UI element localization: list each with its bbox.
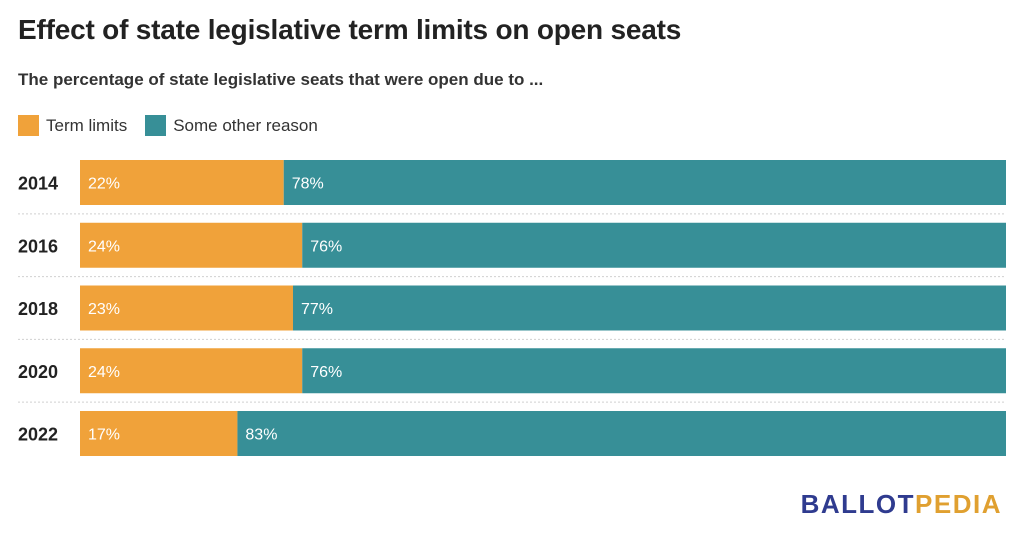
category-label-2018: 2018 [18, 299, 58, 319]
data-label-other-reason-2016: 76% [310, 238, 342, 255]
data-label-term-limits-2022: 17% [88, 427, 120, 444]
bar-other-reason-2014 [283, 160, 1007, 205]
bar-term-limits-2020 [80, 348, 303, 394]
ballotpedia-logo: BALLOTPEDIA [801, 489, 1002, 520]
legend-label-term-limits: Term limits [46, 115, 128, 135]
bar-term-limits-2014 [80, 160, 284, 205]
data-label-term-limits-2016: 24% [88, 238, 120, 255]
logo-pedia: PEDIA [915, 489, 1002, 519]
bar-other-reason-2016 [302, 222, 1006, 268]
chart-title: Effect of state legislative term limits … [18, 14, 682, 45]
bar-other-reason-2020 [302, 348, 1006, 394]
data-label-term-limits-2020: 24% [88, 364, 120, 381]
chart-subtitle: The percentage of state legislative seat… [18, 70, 544, 89]
legend-item-other-reason: Some other reason [145, 115, 318, 136]
category-label-2014: 2014 [18, 174, 58, 194]
bar-term-limits-2022 [80, 411, 238, 456]
legend: Term limits Some other reason [18, 115, 328, 136]
data-label-term-limits-2018: 23% [88, 301, 120, 318]
legend-item-term-limits: Term limits [18, 115, 127, 136]
data-label-other-reason-2014: 78% [292, 176, 324, 193]
data-label-term-limits-2014: 22% [88, 176, 120, 193]
bar-term-limits-2016 [80, 222, 303, 268]
category-label-2022: 2022 [18, 425, 58, 445]
legend-swatch-term-limits [18, 115, 39, 136]
bar-term-limits-2018 [80, 285, 293, 331]
bar-other-reason-2018 [292, 285, 1007, 331]
category-label-2016: 2016 [18, 236, 58, 256]
logo-ballot: BALLOT [800, 489, 916, 519]
bar-other-reason-2022 [237, 411, 1007, 456]
data-label-other-reason-2022: 83% [245, 427, 277, 444]
data-label-other-reason-2018: 77% [301, 301, 333, 318]
legend-label-other-reason: Some other reason [173, 115, 318, 135]
data-label-other-reason-2020: 76% [310, 364, 342, 381]
category-label-2020: 2020 [18, 362, 58, 382]
legend-swatch-other-reason [145, 115, 167, 136]
